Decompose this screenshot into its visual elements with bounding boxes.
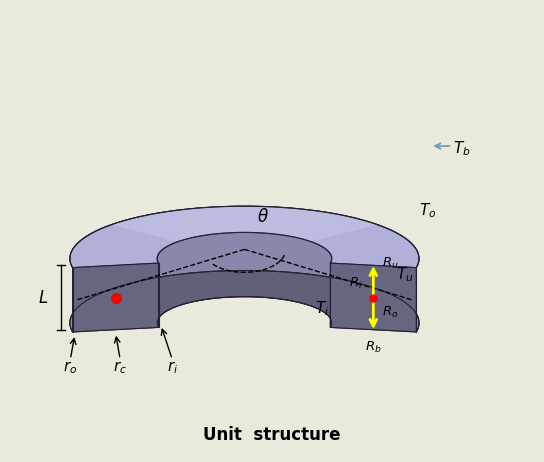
Text: $R_o$: $R_o$	[381, 304, 398, 320]
Polygon shape	[70, 206, 419, 332]
Text: $\theta$: $\theta$	[257, 208, 269, 226]
Text: $R_i$: $R_i$	[349, 275, 363, 291]
Text: $R_b$: $R_b$	[365, 340, 382, 355]
Polygon shape	[70, 270, 419, 332]
Text: $R_u$: $R_u$	[381, 255, 398, 271]
Text: $T_b$: $T_b$	[453, 139, 471, 158]
Text: $L$: $L$	[38, 288, 48, 306]
Polygon shape	[70, 215, 145, 332]
Text: $T_u$: $T_u$	[397, 265, 414, 284]
Text: $r_c$: $r_c$	[113, 359, 127, 376]
Text: $T_i$: $T_i$	[316, 300, 330, 318]
Polygon shape	[112, 206, 378, 242]
Polygon shape	[72, 263, 158, 332]
Text: $r_i$: $r_i$	[166, 359, 178, 376]
Polygon shape	[330, 263, 416, 332]
Polygon shape	[70, 206, 419, 267]
Text: Unit  structure: Unit structure	[203, 426, 341, 444]
Polygon shape	[157, 232, 332, 328]
Text: $T_o$: $T_o$	[419, 201, 437, 220]
Text: $r_o$: $r_o$	[63, 359, 77, 376]
